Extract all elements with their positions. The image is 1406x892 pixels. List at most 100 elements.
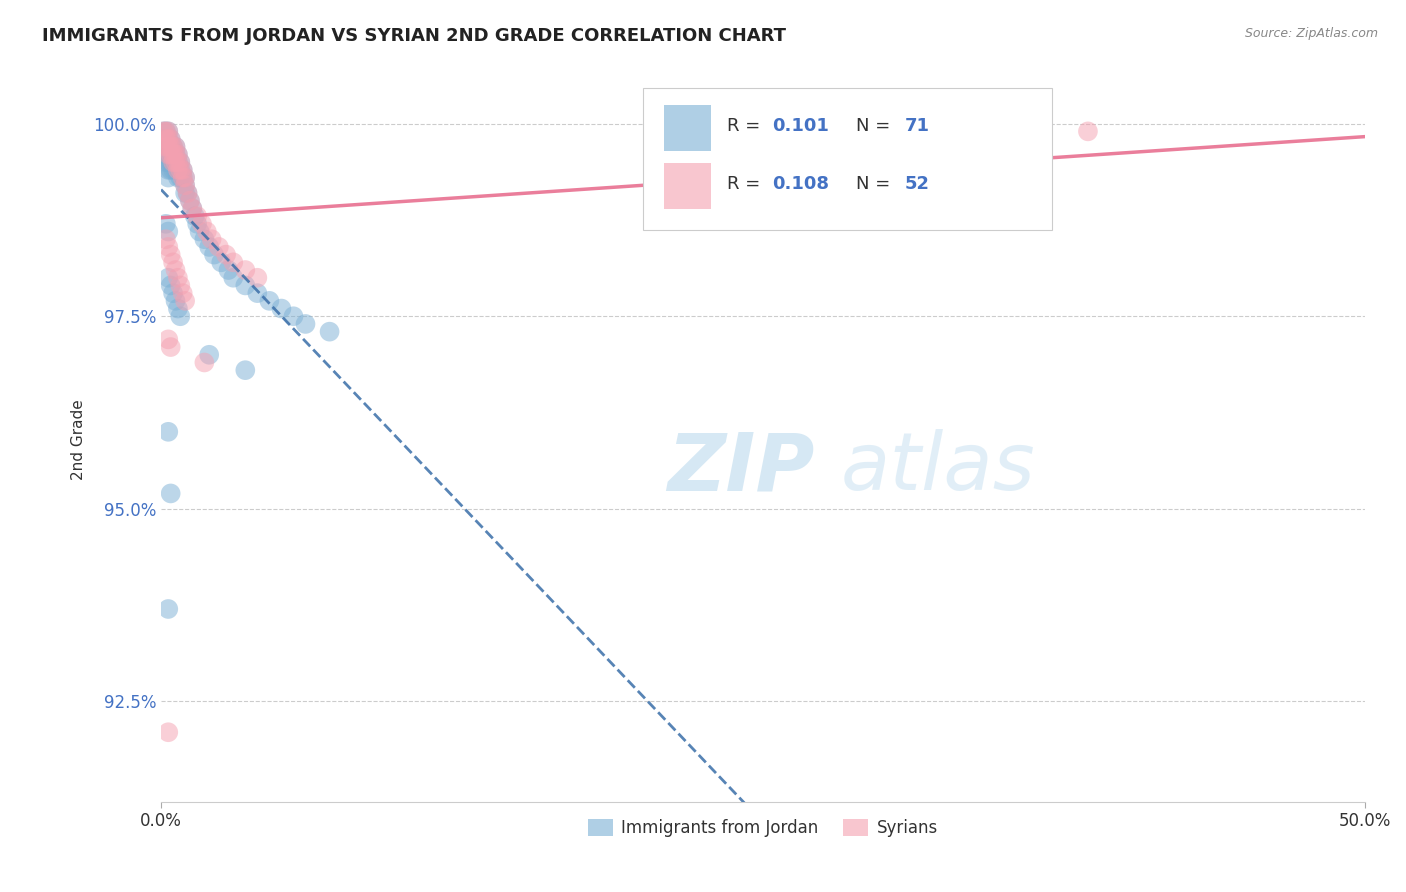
Point	[167, 162, 190, 177]
Point	[152, 132, 174, 146]
Point	[169, 155, 191, 169]
Point	[165, 155, 187, 169]
Point	[157, 132, 180, 146]
Y-axis label: 2nd Grade: 2nd Grade	[72, 399, 86, 480]
Point	[155, 140, 177, 154]
Point	[1077, 124, 1099, 138]
Point	[318, 325, 340, 339]
Point	[167, 170, 190, 185]
Text: N =: N =	[856, 117, 896, 135]
Point	[184, 209, 207, 223]
Point	[157, 602, 180, 616]
Point	[246, 286, 269, 301]
Point	[208, 240, 231, 254]
Point	[157, 162, 180, 177]
Text: IMMIGRANTS FROM JORDAN VS SYRIAN 2ND GRADE CORRELATION CHART: IMMIGRANTS FROM JORDAN VS SYRIAN 2ND GRA…	[42, 27, 786, 45]
Point	[155, 132, 177, 146]
Point	[167, 155, 190, 169]
Point	[172, 170, 194, 185]
Point	[157, 170, 180, 185]
Point	[157, 147, 180, 161]
Point	[198, 240, 221, 254]
Point	[159, 247, 181, 261]
Point	[159, 486, 181, 500]
Point	[198, 348, 221, 362]
Point	[162, 286, 184, 301]
Point	[294, 317, 316, 331]
Point	[152, 124, 174, 138]
Point	[246, 270, 269, 285]
Point	[233, 278, 256, 293]
Point	[215, 247, 238, 261]
Point	[155, 124, 177, 138]
Point	[157, 140, 180, 154]
Text: 0.101: 0.101	[772, 117, 830, 135]
Point	[159, 278, 181, 293]
Point	[165, 162, 187, 177]
Point	[222, 255, 245, 269]
Point	[162, 147, 184, 161]
Point	[233, 363, 256, 377]
Point	[162, 155, 184, 169]
Point	[174, 178, 197, 193]
Point	[162, 140, 184, 154]
Point	[222, 270, 245, 285]
Point	[165, 147, 187, 161]
Point	[157, 332, 180, 346]
Point	[157, 240, 180, 254]
Point	[162, 147, 184, 161]
Point	[259, 293, 281, 308]
Point	[176, 186, 198, 200]
Point	[155, 140, 177, 154]
Point	[193, 232, 215, 246]
Point	[165, 155, 187, 169]
Point	[157, 132, 180, 146]
Point	[172, 162, 194, 177]
Point	[157, 155, 180, 169]
Point	[191, 217, 214, 231]
Point	[169, 155, 191, 169]
Point	[157, 147, 180, 161]
Point	[155, 217, 177, 231]
Point	[155, 124, 177, 138]
Point	[179, 194, 201, 208]
Point	[155, 232, 177, 246]
Point	[169, 170, 191, 185]
Point	[283, 310, 305, 324]
Point	[157, 124, 180, 138]
Text: N =: N =	[856, 175, 896, 193]
Point	[169, 310, 191, 324]
Point	[201, 232, 224, 246]
Point	[165, 147, 187, 161]
Point	[169, 162, 191, 177]
Point	[159, 155, 181, 169]
Point	[167, 147, 190, 161]
Text: R =: R =	[727, 175, 766, 193]
Text: ZIP: ZIP	[666, 429, 814, 508]
Point	[174, 293, 197, 308]
Point	[174, 186, 197, 200]
Point	[169, 162, 191, 177]
FancyBboxPatch shape	[664, 105, 711, 152]
Point	[217, 263, 239, 277]
Point	[202, 247, 225, 261]
Point	[157, 225, 180, 239]
Text: 71: 71	[905, 117, 929, 135]
Point	[162, 255, 184, 269]
Point	[165, 140, 187, 154]
Point	[157, 425, 180, 439]
Point	[159, 147, 181, 161]
Point	[165, 293, 187, 308]
Point	[172, 286, 194, 301]
Text: R =: R =	[727, 117, 766, 135]
Point	[152, 124, 174, 138]
Point	[188, 225, 211, 239]
Point	[270, 301, 292, 316]
Text: Source: ZipAtlas.com: Source: ZipAtlas.com	[1244, 27, 1378, 40]
Point	[157, 140, 180, 154]
Point	[172, 170, 194, 185]
Point	[157, 725, 180, 739]
Point	[172, 162, 194, 177]
Point	[174, 170, 197, 185]
Point	[155, 155, 177, 169]
